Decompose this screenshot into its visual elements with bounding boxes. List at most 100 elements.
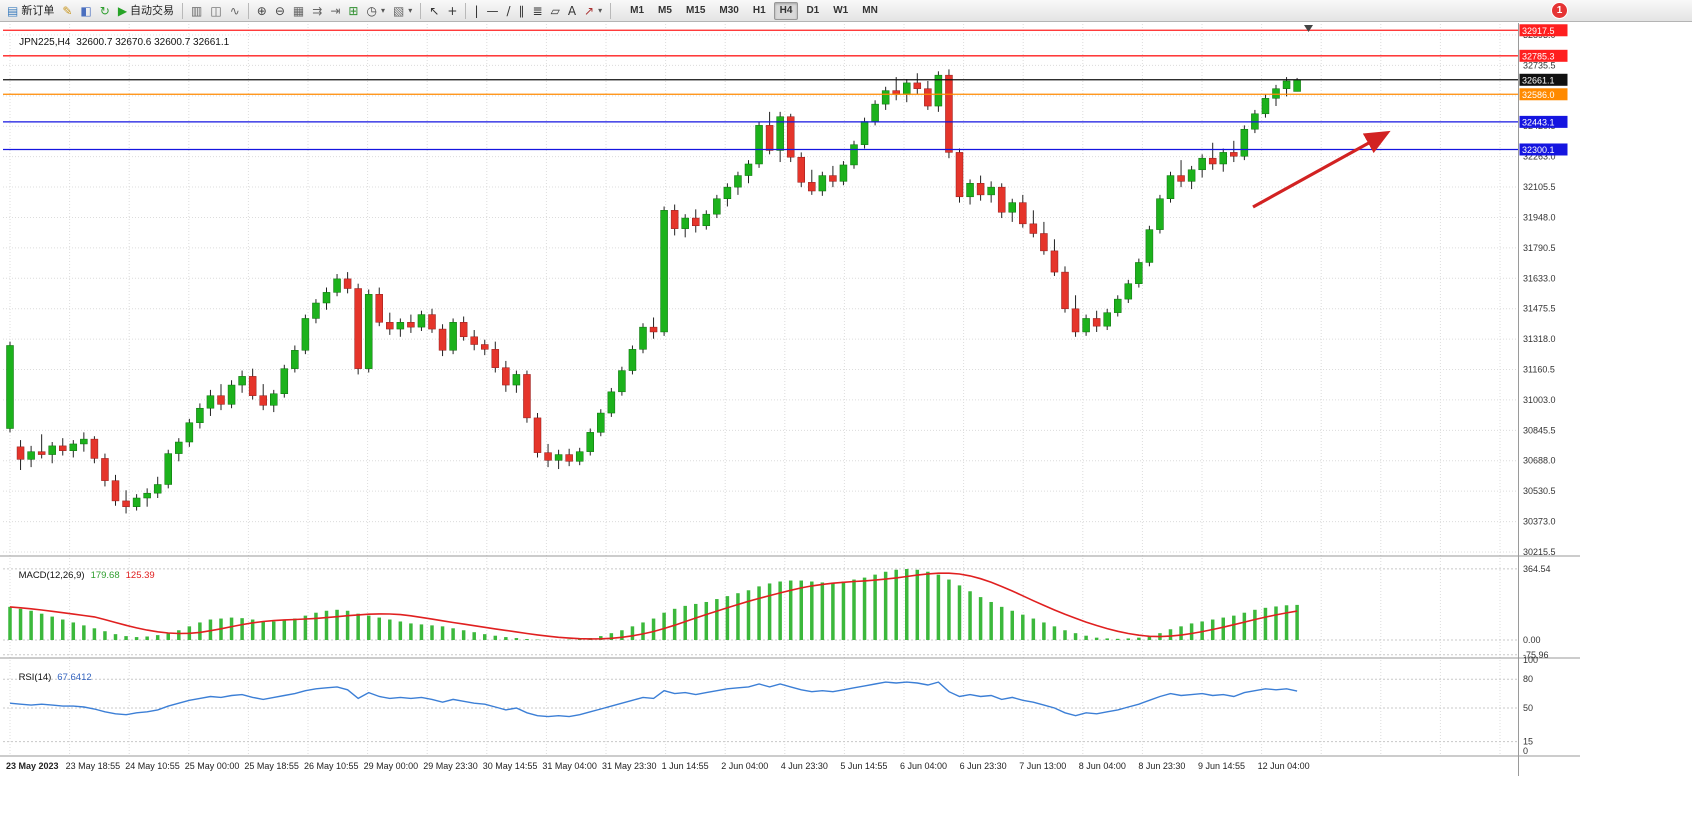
fibonacci-button[interactable]: ≣ [529,1,547,20]
auto-scroll-icon: ⇉ [312,3,323,18]
timeframe-m1-button[interactable]: M1 [624,2,650,20]
candle [438,328,447,351]
macd-label: MACD(12,26,9) 179.68 125.39 [8,559,161,592]
macd-name: MACD(12,26,9) [18,570,85,581]
candle [575,451,584,462]
timeframe-d1-button[interactable]: D1 [800,2,825,20]
candle [808,182,816,192]
candle [1272,88,1280,99]
candle [1092,318,1101,327]
timeframe-h1-button[interactable]: H1 [747,2,772,20]
time-label: 23 May 2023 [6,761,59,771]
price-axis[interactable]: 32893.032735.532578.032420.532263.032105… [1523,30,1556,756]
time-label: 6 Jun 04:00 [900,761,947,771]
tile-windows-icon: ▦ [292,3,305,18]
notification-badge[interactable]: 1 [1551,2,1568,19]
price-line-label-text: 32785.3 [1522,51,1555,61]
arrows-button[interactable]: ↗ ▾ [580,1,606,20]
templates-button[interactable]: ▧ ▾ [389,1,416,20]
candle [829,175,837,182]
crosshair-button[interactable]: + [443,1,461,20]
trendline-button[interactable]: / [502,1,514,20]
candle [396,322,405,330]
symbol-period-label: JPN225,H4 [19,37,71,48]
shapes-icon: ▱ [550,3,560,18]
text-button[interactable]: A [564,1,580,20]
candle [597,412,605,433]
cursor-button[interactable]: ↖ [425,1,443,20]
time-label: 25 May 18:55 [244,761,299,771]
time-label: 1 Jun 14:55 [662,761,709,771]
candle [449,322,457,351]
periods-button[interactable]: ◷ ▾ [362,1,389,20]
candle [681,217,689,229]
trendline-icon: / [506,3,511,18]
chart-shift-button[interactable]: ⇥ [326,1,344,20]
equidistant-channel-button[interactable]: ∥ [515,1,529,20]
candle [1240,128,1249,157]
indicators-icon: ⊞ [348,3,359,18]
trend-arrow[interactable] [1252,130,1391,209]
candle [702,213,711,227]
text-icon: A [567,3,577,18]
candle [1061,271,1069,310]
macd-panel [3,568,1518,656]
candle [16,446,25,460]
candle [765,125,774,151]
time-label: 7 Jun 13:00 [1019,761,1066,771]
candle [196,407,204,423]
price-tick-label: 31633.0 [1523,273,1556,283]
time-axis[interactable]: 23 May 2023 23 May 18:55 24 May 10:55 25 Ma… [6,761,1310,771]
macd-signal-value: 125.39 [125,570,155,581]
tile-windows-button[interactable]: ▦ [289,1,308,20]
shapes-button[interactable]: ▱ [547,1,564,20]
candle [259,395,267,406]
bar-chart-button[interactable]: ▥ [187,1,206,20]
candle [111,480,120,502]
timeframe-m15-button[interactable]: M15 [680,2,711,20]
candle [312,302,320,319]
crosshair-icon: + [447,3,458,18]
horizontal-lines [3,29,1518,151]
candlestick-chart-button[interactable]: ◫ [206,1,225,20]
timeframe-h4-button[interactable]: H4 [773,1,799,20]
candle [786,116,795,158]
zoom-out-button[interactable]: ⊖ [271,1,289,20]
horizontal-line-button[interactable]: — [482,1,502,20]
time-label: 12 Jun 04:00 [1258,761,1310,771]
candle [291,350,299,369]
vertical-line-button[interactable]: | [470,1,482,20]
timeframe-mn-button[interactable]: MN [856,2,884,20]
candle [175,441,183,454]
timeframe-w1-button[interactable]: W1 [827,2,854,20]
timeframe-m30-button[interactable]: M30 [713,2,744,20]
auto-scroll-button[interactable]: ⇉ [308,1,326,20]
timeframe-m5-button[interactable]: M5 [652,2,678,20]
time-label: 24 May 10:55 [125,761,180,771]
candle [1156,198,1164,230]
new-order-button[interactable]: ▤ 新订单 [3,1,58,20]
chart-shift-marker[interactable] [1304,25,1313,32]
candle [797,156,805,183]
candle [248,376,257,396]
autotrading-button[interactable]: ▶ 自动交易 [114,1,178,20]
refresh-button[interactable]: ↻ [96,1,114,20]
price-tick-label: 30688.0 [1523,456,1556,466]
indicators-button[interactable]: ⊞ [344,1,362,20]
candle [1198,157,1206,171]
candle [502,367,510,386]
price-line-label [1519,143,1568,156]
candle [59,445,67,451]
candle [1050,250,1059,273]
market-watch-button[interactable]: ◧ [76,1,95,20]
candle [1082,318,1090,333]
metaeditor-button[interactable]: ✎ [58,1,76,20]
candle [48,445,56,455]
candle [618,370,626,393]
candle [660,210,668,333]
zoom-in-button[interactable]: ⊕ [253,1,271,20]
time-label: 25 May 00:00 [185,761,240,771]
line-chart-button[interactable]: ∿ [226,1,244,20]
candle [6,345,14,429]
